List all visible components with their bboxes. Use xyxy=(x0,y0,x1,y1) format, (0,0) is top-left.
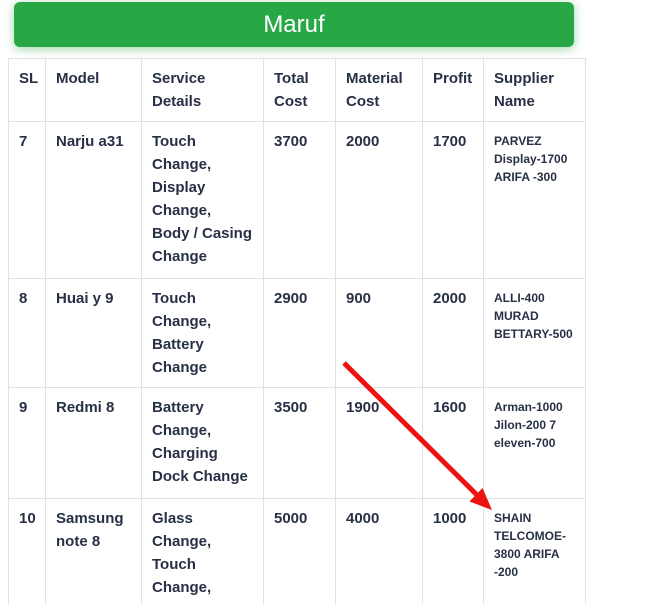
cell-supplier: SHAIN TELCOMOE- 3800 ARIFA -200 xyxy=(483,498,586,604)
cell-supplier: Arman-1000 Jilon-200 7 eleven-700 xyxy=(483,387,586,499)
cell-material: 900 xyxy=(335,278,423,388)
cell-material: 4000 xyxy=(335,498,423,604)
maruf-title-button[interactable]: Maruf xyxy=(14,2,574,47)
cell-sl: 9 xyxy=(8,387,46,499)
cell-model: Redmi 8 xyxy=(45,387,142,499)
cell-model: Huai y 9 xyxy=(45,278,142,388)
cell-service: Touch Change, Display Change, Body / Cas… xyxy=(141,121,264,279)
cell-total: 3700 xyxy=(263,121,336,279)
cell-material: 2000 xyxy=(335,121,423,279)
cell-service: Battery Change, Charging Dock Change xyxy=(141,387,264,499)
cell-model: Narju a31 xyxy=(45,121,142,279)
cell-service: Touch Change, Battery Change xyxy=(141,278,264,388)
col-header-material: Material Cost xyxy=(335,58,423,122)
cell-model: Samsung note 8 xyxy=(45,498,142,604)
table-row: 9 Redmi 8 Battery Change, Charging Dock … xyxy=(8,387,586,499)
col-header-total: Total Cost xyxy=(263,58,336,122)
table-row: 8 Huai y 9 Touch Change, Battery Change … xyxy=(8,278,586,388)
cell-sl: 10 xyxy=(8,498,46,604)
cell-sl: 7 xyxy=(8,121,46,279)
cell-total: 5000 xyxy=(263,498,336,604)
repairs-table: SL Model Service Details Total Cost Mate… xyxy=(8,58,586,604)
cell-profit: 1600 xyxy=(422,387,484,499)
cell-total: 2900 xyxy=(263,278,336,388)
cell-sl: 8 xyxy=(8,278,46,388)
table-row: 7 Narju a31 Touch Change, Display Change… xyxy=(8,121,586,279)
col-header-service: Service Details xyxy=(141,58,264,122)
table-header-row: SL Model Service Details Total Cost Mate… xyxy=(8,58,586,122)
col-header-sl: SL xyxy=(8,58,46,122)
table-row: 10 Samsung note 8 Glass Change, Touch Ch… xyxy=(8,498,586,604)
cell-supplier: ALLI-400 MURAD BETTARY-500 xyxy=(483,278,586,388)
col-header-profit: Profit xyxy=(422,58,484,122)
col-header-model: Model xyxy=(45,58,142,122)
cell-supplier: PARVEZ Display-1700 ARIFA -300 xyxy=(483,121,586,279)
col-header-supplier: Supplier Name xyxy=(483,58,586,122)
cell-total: 3500 xyxy=(263,387,336,499)
cell-profit: 1000 xyxy=(422,498,484,604)
cell-material: 1900 xyxy=(335,387,423,499)
cell-profit: 2000 xyxy=(422,278,484,388)
cell-profit: 1700 xyxy=(422,121,484,279)
cell-service: Glass Change, Touch Change, xyxy=(141,498,264,604)
